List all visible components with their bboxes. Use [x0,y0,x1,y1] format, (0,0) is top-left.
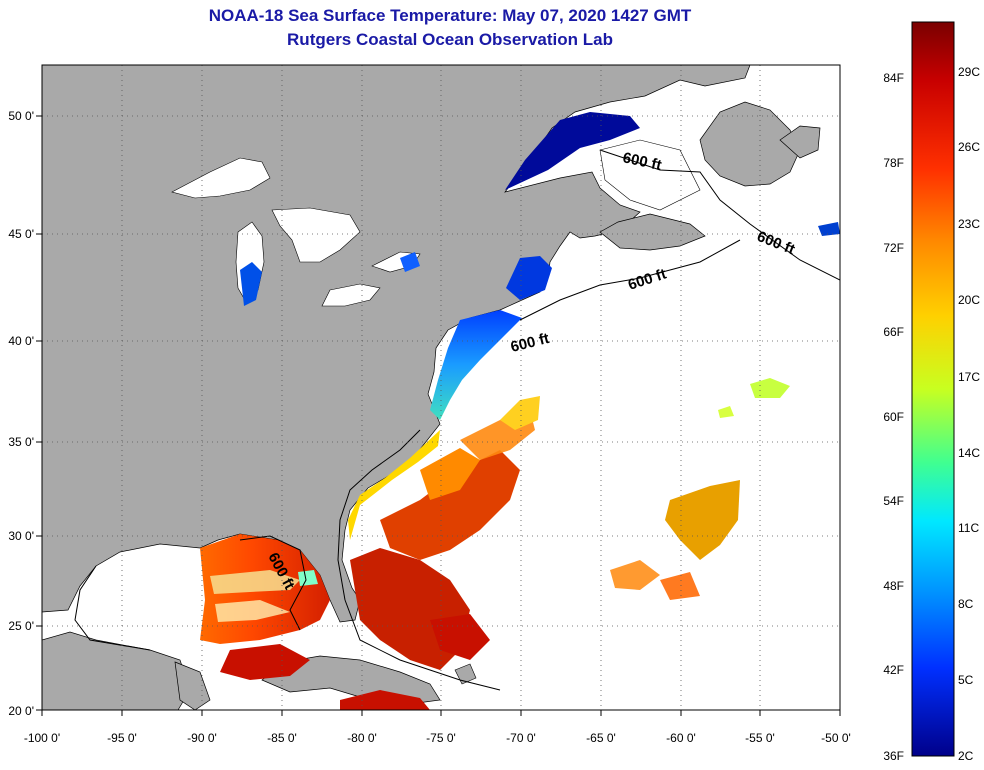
lat-label: 40 0' [8,334,34,348]
lon-label: -75 0' [426,731,456,745]
latitude-labels: 50 0' 45 0' 40 0' 35 0' 30 0' 25 0' 20 0… [8,109,34,718]
temperature-colorbar: 84F 78F 72F 66F 60F 54F 48F 42F 36F 29C … [883,21,980,763]
lat-label: 25 0' [8,619,34,633]
colorbar-c-label: 5C [958,673,974,687]
lon-label: -85 0' [267,731,297,745]
colorbar-f-label: 36F [883,749,904,763]
colorbar-c-label: 26C [958,140,980,154]
map-subtitle: Rutgers Coastal Ocean Observation Lab [287,30,613,49]
colorbar-c-label: 14C [958,446,980,460]
lat-label: 20 0' [8,704,34,718]
lat-label: 50 0' [8,109,34,123]
colorbar-c-label: 29C [958,65,980,79]
colorbar-f-label: 84F [883,71,904,85]
cuba-land [261,655,441,705]
axis-ticks [36,115,841,716]
newfoundland-land [699,101,801,187]
colorbar-f-label: 78F [883,156,904,170]
colorbar-c-label: 17C [958,370,980,384]
colorbar-gradient [911,21,955,757]
lon-label: -95 0' [107,731,137,745]
colorbar-f-label: 60F [883,410,904,424]
lon-label: -80 0' [347,731,377,745]
lat-lon-grid [42,65,840,710]
map-title: NOAA-18 Sea Surface Temperature: May 07,… [208,6,692,25]
lon-label: -70 0' [506,731,536,745]
colorbar-c-label: 20C [958,293,980,307]
lon-label: -65 0' [586,731,616,745]
lat-label: 35 0' [8,435,34,449]
lon-label: -55 0' [745,731,775,745]
lon-label: -90 0' [187,731,217,745]
colorbar-f-label: 66F [883,325,904,339]
yucatan-land [42,631,191,710]
lon-label: -100 0' [24,731,60,745]
colorbar-f-label: 48F [883,579,904,593]
map-plot-area: 600 ft 600 ft 600 ft 600 ft 600 ft [42,65,840,710]
lat-label: 45 0' [8,227,34,241]
colorbar-f-label: 42F [883,663,904,677]
lat-label: 30 0' [8,529,34,543]
colorbar-c-label: 2C [958,749,974,763]
lon-label: -50 0' [821,731,851,745]
colorbar-c-label: 11C [958,521,979,535]
colorbar-f-label: 54F [883,494,904,508]
isobath-lines [74,149,840,691]
colorbar-c-label: 23C [958,217,980,231]
colorbar-c-label: 8C [958,597,974,611]
colorbar-f-label: 72F [883,241,904,255]
longitude-labels: -100 0' -95 0' -90 0' -85 0' -80 0' -75 … [24,731,851,745]
lon-label: -60 0' [666,731,696,745]
